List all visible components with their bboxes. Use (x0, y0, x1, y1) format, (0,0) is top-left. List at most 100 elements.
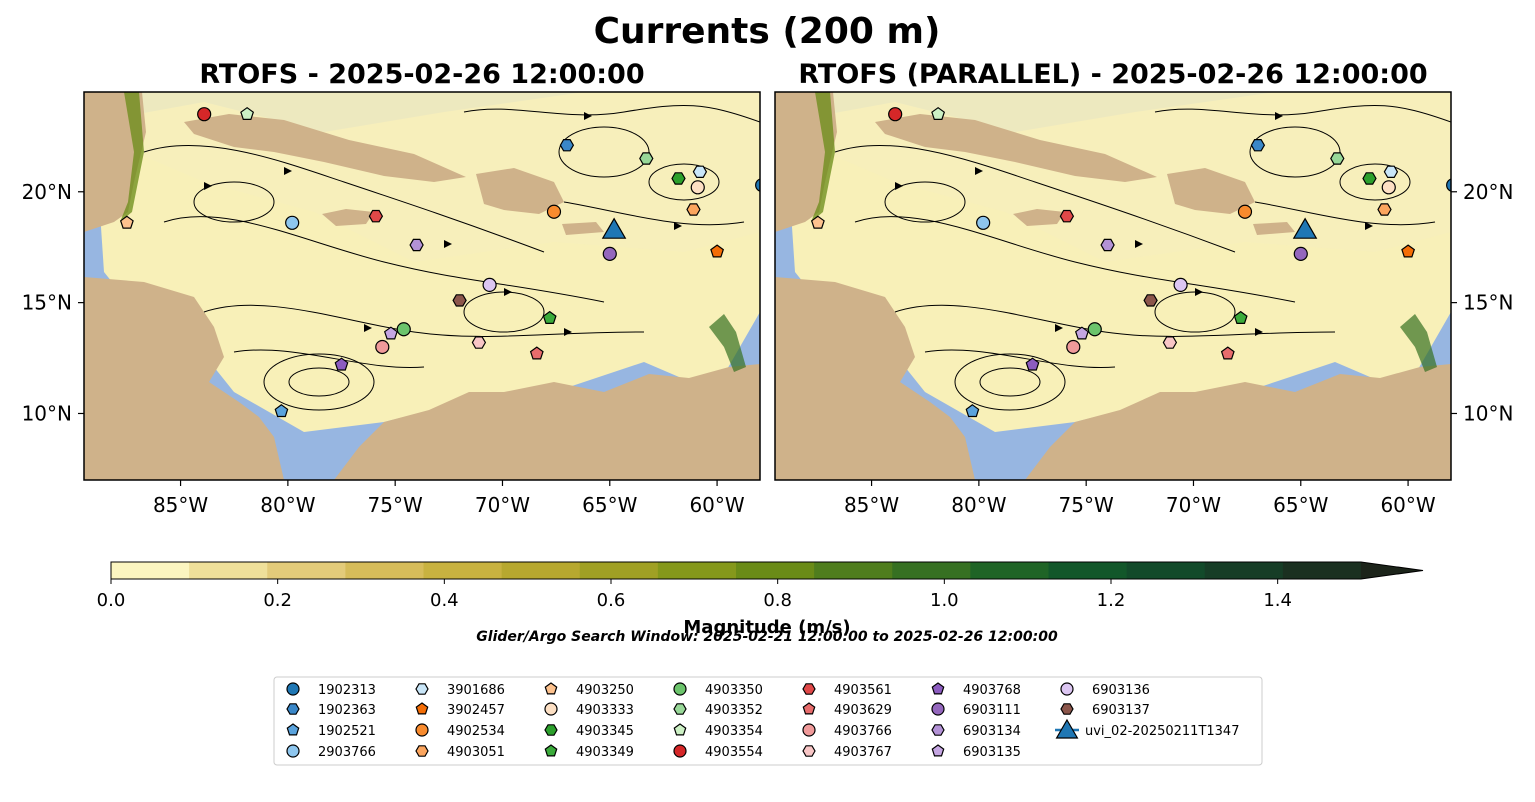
colorbar-band (579, 562, 659, 579)
legend-item: 1902313 (286, 682, 376, 698)
colorbar-outline (110, 561, 1424, 580)
marker-4903250 (119, 215, 134, 229)
marker-4903767 (471, 336, 487, 349)
map-frame (83, 91, 761, 481)
legend-label: 4903767 (834, 745, 892, 760)
panel-title: RTOFS - 2025-02-26 12:00:00 (199, 59, 644, 90)
legend-label: 4903629 (834, 703, 892, 718)
y-tick-label: 15°N (22, 291, 72, 315)
marker-4903345 (1362, 172, 1377, 185)
legend-marker-hexagon (286, 703, 300, 715)
marker-uvi_02-20250211T1347 (1292, 217, 1318, 239)
legend-marker-hexagon (673, 703, 687, 715)
legend-marker-triangle (1055, 718, 1079, 739)
legend-marker-pentagon (673, 723, 687, 736)
legend-item: 4903345 (544, 724, 634, 739)
legend-marker-hexagon (802, 745, 816, 757)
marker-4903554 (197, 107, 212, 122)
marker-6903134 (409, 238, 424, 252)
colorbar-band (657, 562, 737, 579)
marker-4903766 (375, 339, 390, 355)
marker-4903767 (1162, 336, 1178, 349)
colorbar-tick-label: 1.4 (1263, 590, 1292, 611)
marker-6903136 (1173, 277, 1188, 292)
legend-item: 4903349 (544, 744, 634, 760)
panel-rtofs: RTOFS - 2025-02-26 12:00:00 85°W 80°W 75°W… (22, 59, 761, 517)
legend-item: 4903629 (802, 702, 892, 718)
x-tick-label: 75°W (1059, 493, 1114, 517)
legend-item: 4903768 (931, 682, 1021, 698)
marker-1902521 (274, 404, 289, 418)
marker-4903629 (1220, 346, 1235, 360)
colorbar-band (1048, 562, 1128, 579)
marker-4903051 (1377, 203, 1392, 216)
colorbar-label: Magnitude (m/s) (683, 617, 850, 638)
figure-title: Currents (200 m) (594, 11, 941, 52)
y-tick-label: 20°N (22, 180, 72, 204)
legend-marker-hexagon (1060, 703, 1074, 715)
marker-4903333 (690, 180, 705, 195)
marker-3902457 (1401, 244, 1416, 258)
marker-4903349 (1233, 310, 1248, 324)
colorbar-tick-label: 1.0 (930, 590, 959, 611)
x-tick-label: 60°W (1380, 493, 1435, 517)
marker-3901686 (1383, 165, 1399, 178)
legend-marker-hexagon (802, 683, 816, 695)
legend-marker-pentagon (802, 702, 816, 715)
legend-label: 6903135 (963, 745, 1021, 760)
marker-4903352 (639, 152, 654, 165)
legend-marker-circle (286, 744, 300, 758)
map-frame (774, 91, 1452, 481)
legend-item: 6903111 (931, 702, 1021, 718)
legend-item: uvi_02-20250211T1347 (1055, 718, 1239, 739)
legend-label: 4903333 (576, 703, 634, 718)
y-tick-label: 10°N (22, 401, 72, 425)
legend-item: 4903333 (544, 702, 634, 718)
marker-4903350 (1087, 322, 1102, 337)
marker-6903135 (383, 326, 398, 340)
marker-4903354 (931, 106, 946, 121)
colorbar-band (1282, 562, 1362, 579)
legend-label: 3902457 (447, 703, 505, 718)
marker-3902457 (710, 244, 725, 258)
y-tick-label: 20°N (1463, 180, 1513, 204)
x-tick-label: 85°W (153, 493, 208, 517)
colorbar: 0.0 0.2 0.4 0.6 0.8 1.0 1.2 1.4 Magnitude (m/s) (97, 561, 1424, 638)
legend-marker-pentagon (931, 744, 945, 757)
colorbar-band (970, 562, 1049, 579)
colorbar-band (736, 562, 815, 579)
legend-marker-circle (1060, 682, 1074, 696)
marker-6903136 (482, 277, 497, 292)
legend-marker-pentagon (415, 702, 429, 715)
legend-marker-circle (931, 702, 945, 716)
legend-label: 2903766 (318, 745, 376, 760)
colorbar-band (111, 562, 190, 579)
y-tick-label: 10°N (1463, 401, 1513, 425)
legend-label: 4903345 (576, 724, 634, 739)
legend-label: 4903554 (705, 745, 763, 760)
marker-3901686 (692, 165, 708, 178)
legend-marker-pentagon (286, 723, 300, 736)
legend-item: 6903134 (931, 724, 1021, 739)
legend-label: 1902363 (318, 703, 376, 718)
marker-4903250 (810, 215, 825, 229)
legend-label: 4902534 (447, 724, 505, 739)
marker-4903349 (542, 310, 557, 324)
legend-label: 4903768 (963, 683, 1021, 698)
legend-marker-pentagon (544, 682, 558, 695)
x-tick-label: 85°W (844, 493, 899, 517)
x-tick-label: 70°W (475, 493, 530, 517)
legend-label: 4903561 (834, 683, 892, 698)
legend-marker-circle (802, 723, 816, 737)
legend-marker-circle (673, 682, 687, 696)
marker-4903554 (888, 107, 903, 122)
panel-rtofs-parallel: RTOFS (PARALLEL) - 2025-02-26 12:00:00 8… (774, 59, 1513, 517)
search-window-text: Glider/Argo Search Window: 2025-02-21 12… (476, 629, 1058, 645)
panel-title: RTOFS (PARALLEL) - 2025-02-26 12:00:00 (798, 59, 1427, 90)
legend-item: 4902534 (415, 723, 505, 739)
colorbar-tick-label: 0.6 (597, 590, 626, 611)
colorbar-tick-label: 0.8 (763, 590, 792, 611)
colorbar-extend-arrow (1361, 562, 1423, 579)
colorbar-band (1126, 562, 1206, 579)
